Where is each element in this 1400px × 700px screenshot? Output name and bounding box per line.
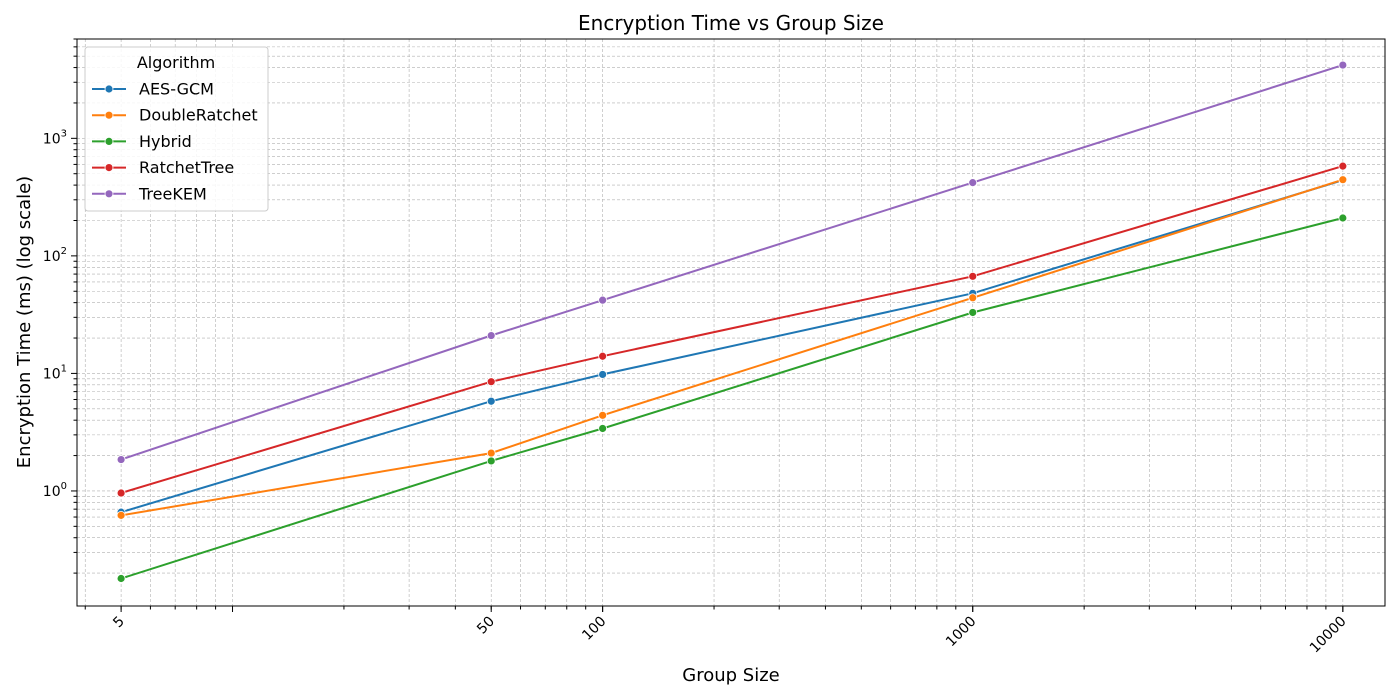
x-tick-label: 50 (474, 614, 498, 638)
data-point-aes-gcm (486, 396, 496, 406)
y-tick-label: 100 (43, 481, 67, 500)
legend-swatch-marker (104, 136, 114, 146)
series-line-aes-gcm (120, 179, 1344, 514)
data-point-ratchettree (598, 351, 608, 361)
legend-swatch-marker (104, 163, 114, 173)
series-hybrid (116, 213, 1348, 583)
data-point-treekem (116, 455, 126, 464)
plot-frame (76, 38, 1386, 607)
data-point-doubleratchet (116, 510, 126, 520)
data-point-hybrid (486, 456, 496, 466)
x-tick-label: 100 (579, 614, 609, 644)
y-tick-label: 102 (43, 246, 67, 265)
legend-item-ratchettree: RatchetTree (92, 158, 234, 177)
data-point-ratchettree (116, 488, 126, 498)
legend-title: Algorithm (137, 53, 215, 72)
data-point-aes-gcm (598, 370, 608, 379)
series-line-doubleratchet (120, 178, 1344, 517)
y-axis-label: Encryption Time (ms) (log scale) (14, 176, 35, 468)
legend-item-aes-gcm: AES-GCM (92, 80, 214, 99)
data-point-ratchettree (1338, 161, 1348, 171)
legend-swatch-marker (104, 84, 114, 94)
data-point-treekem (598, 295, 608, 305)
series-layer (116, 60, 1348, 583)
x-tick-label: 10000 (1307, 614, 1350, 657)
legend-item-treekem: TreeKEM (92, 184, 207, 203)
y-tick-label: 101 (43, 363, 67, 382)
legend-item-doubleratchet: DoubleRatchet (92, 106, 258, 125)
legend-items: AES-GCM DoubleRatchet Hybrid RatchetTree Tre… (92, 80, 258, 203)
data-point-doubleratchet (598, 410, 608, 420)
x-axis-label: Group Size (682, 665, 779, 686)
series-treekem (116, 60, 1348, 464)
data-point-ratchettree (486, 377, 496, 387)
legend-item-hybrid: Hybrid (92, 132, 192, 151)
data-point-doubleratchet (486, 448, 496, 458)
legend-frame (84, 46, 269, 212)
legend-swatch-marker (104, 189, 114, 199)
data-point-hybrid (1338, 213, 1348, 223)
x-tick-label: 5 (110, 614, 128, 632)
y-tick-label: 103 (43, 128, 67, 147)
data-point-treekem (1338, 60, 1348, 70)
legend-label: Hybrid (139, 132, 192, 151)
data-point-hybrid (968, 308, 978, 317)
legend-swatch-marker (104, 110, 114, 120)
data-point-doubleratchet (1338, 175, 1348, 185)
x-tick-label: 1000 (943, 614, 980, 651)
data-point-hybrid (116, 574, 126, 583)
data-point-hybrid (598, 424, 608, 433)
legend-label: DoubleRatchet (139, 106, 258, 125)
data-point-treekem (486, 331, 496, 340)
chart-title: Encryption Time vs Group Size (578, 11, 884, 35)
series-line-treekem (120, 64, 1344, 461)
grid (77, 38, 1385, 606)
series-doubleratchet (116, 175, 1348, 520)
legend-label: TreeKEM (138, 184, 207, 203)
data-point-ratchettree (968, 271, 978, 281)
legend-label: RatchetTree (139, 158, 234, 177)
data-point-doubleratchet (968, 293, 978, 303)
legend-label: AES-GCM (139, 80, 214, 99)
series-line-ratchettree (120, 165, 1344, 494)
data-point-treekem (968, 178, 978, 188)
series-aes-gcm (116, 175, 1348, 517)
legend: Algorithm AES-GCM DoubleRatchet Hybrid Ratc… (84, 46, 269, 212)
series-ratchettree (116, 161, 1348, 498)
